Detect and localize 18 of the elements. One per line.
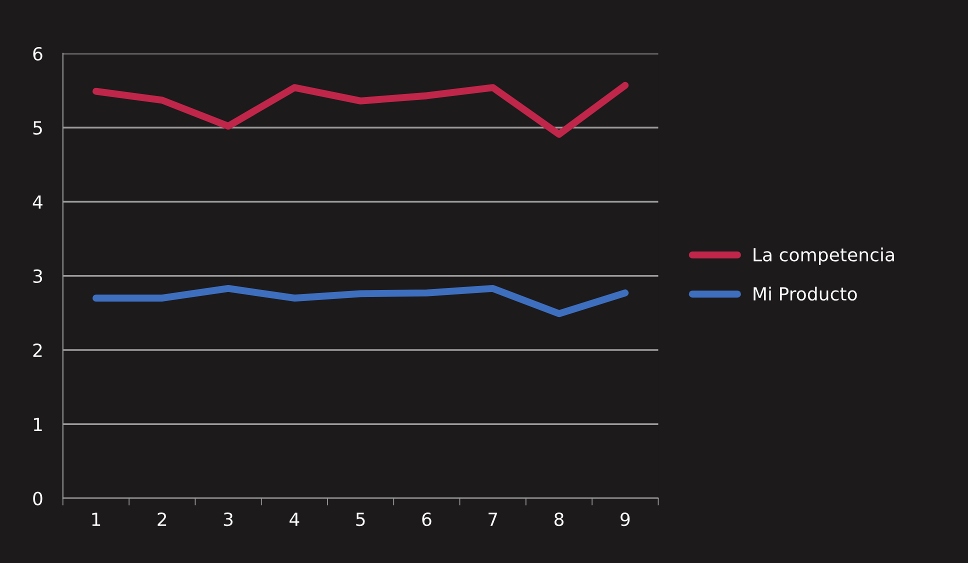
legend-label: La competencia <box>754 248 894 266</box>
x-tick-label: 2 <box>158 512 166 526</box>
y-tick-label: 1 <box>34 418 42 431</box>
x-tick-label: 9 <box>620 512 630 526</box>
y-tick-label: 6 <box>33 46 42 61</box>
y-tick-label: 5 <box>33 121 42 135</box>
y-tick-label: 2 <box>33 343 42 357</box>
x-tick-label: 1 <box>92 512 100 526</box>
x-tick-label: 5 <box>356 512 365 526</box>
x-tick-label: 8 <box>554 512 564 526</box>
y-tick-label: 3 <box>33 269 42 283</box>
y-tick-label: 0 <box>33 492 42 506</box>
x-tick-label: 7 <box>488 512 498 526</box>
x-tick-label: 4 <box>290 512 300 526</box>
x-tick-label: 6 <box>422 512 432 526</box>
y-tick-label: 4 <box>32 195 42 209</box>
legend-label: Mi Producto <box>754 286 857 301</box>
x-tick-label: 3 <box>224 512 233 526</box>
